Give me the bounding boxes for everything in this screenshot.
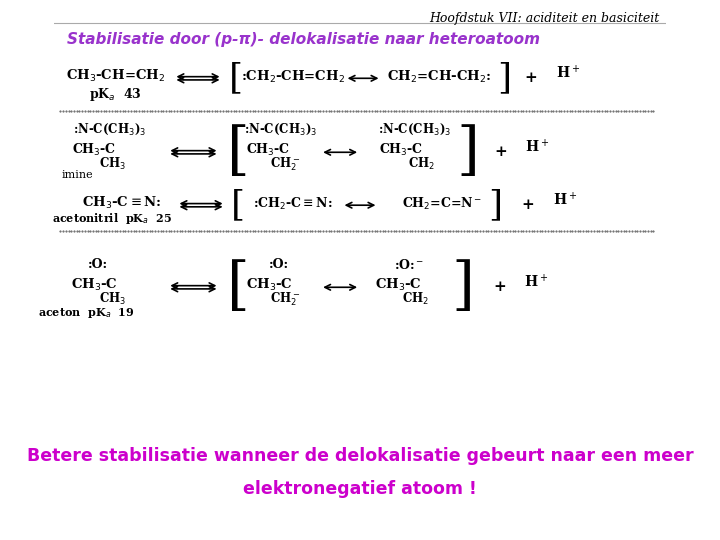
Text: CH$_3$-C: CH$_3$-C (246, 141, 290, 158)
Text: :N-C(CH$_3$)$_3$: :N-C(CH$_3$)$_3$ (244, 122, 317, 137)
Text: :N-C(CH$_3$)$_3$: :N-C(CH$_3$)$_3$ (73, 122, 146, 137)
Text: [: [ (227, 259, 249, 315)
Text: CH$_2^-$: CH$_2^-$ (270, 291, 300, 308)
Text: :O:: :O: (269, 258, 289, 271)
Text: +: + (525, 71, 538, 85)
Text: imine: imine (62, 170, 94, 180)
Text: CH$_3$-C: CH$_3$-C (246, 276, 293, 293)
Text: ]: ] (451, 259, 474, 315)
Text: CH$_3$-C: CH$_3$-C (72, 141, 116, 158)
Text: Betere stabilisatie wanneer de delokalisatie gebeurt naar een meer: Betere stabilisatie wanneer de delokalis… (27, 447, 693, 465)
Text: CH$_3$-C$\equiv$N:: CH$_3$-C$\equiv$N: (82, 194, 161, 211)
Text: CH$_3$: CH$_3$ (99, 156, 126, 172)
Text: [: [ (230, 188, 245, 222)
Text: Hoofdstuk VII: aciditeit en basiciteit: Hoofdstuk VII: aciditeit en basiciteit (429, 12, 660, 25)
Text: H$^+$: H$^+$ (553, 191, 577, 208)
Text: acetonitril  pK$_a$  25: acetonitril pK$_a$ 25 (53, 211, 173, 226)
Text: ]: ] (488, 188, 503, 222)
Text: CH$_2$: CH$_2$ (408, 156, 435, 172)
Text: elektronegatief atoom !: elektronegatief atoom ! (243, 480, 477, 498)
Text: CH$_2$: CH$_2$ (402, 291, 428, 307)
Text: CH$_3$-C: CH$_3$-C (374, 276, 421, 293)
Text: ]: ] (498, 62, 512, 95)
Text: H$^+$: H$^+$ (525, 138, 549, 156)
Text: CH$_3$-C: CH$_3$-C (71, 276, 117, 293)
Text: pK$_a$  43: pK$_a$ 43 (89, 86, 142, 103)
Text: :CH$_2$-CH=CH$_2$: :CH$_2$-CH=CH$_2$ (240, 69, 345, 85)
Text: +: + (493, 280, 505, 294)
Text: CH$_2$=C=N$^-$: CH$_2$=C=N$^-$ (402, 195, 482, 212)
Text: [: [ (228, 62, 243, 95)
Text: [: [ (227, 124, 249, 180)
Text: :O:$^-$: :O:$^-$ (394, 258, 424, 272)
Text: Stabilisatie door (p-π)- delokalisatie naar heteroatoom: Stabilisatie door (p-π)- delokalisatie n… (66, 32, 539, 48)
Text: +: + (494, 145, 507, 159)
Text: H$^+$: H$^+$ (556, 64, 580, 82)
Text: ]: ] (456, 124, 480, 180)
Text: aceton  pK$_a$  19: aceton pK$_a$ 19 (38, 306, 135, 320)
Text: :O:: :O: (89, 258, 109, 271)
Text: CH$_2^-$: CH$_2^-$ (270, 156, 300, 173)
Text: +: + (522, 198, 534, 212)
Text: CH$_2$=CH-CH$_2$:: CH$_2$=CH-CH$_2$: (387, 69, 492, 85)
Text: CH$_3$-C: CH$_3$-C (379, 141, 424, 158)
Text: CH$_3$-CH=CH$_2$: CH$_3$-CH=CH$_2$ (66, 68, 165, 84)
Text: :N-C(CH$_3$)$_3$: :N-C(CH$_3$)$_3$ (379, 122, 451, 137)
Text: H$^+$: H$^+$ (524, 273, 548, 291)
Text: :CH$_2$-C$\equiv$N:: :CH$_2$-C$\equiv$N: (253, 195, 333, 212)
Text: CH$_3$: CH$_3$ (99, 291, 126, 307)
